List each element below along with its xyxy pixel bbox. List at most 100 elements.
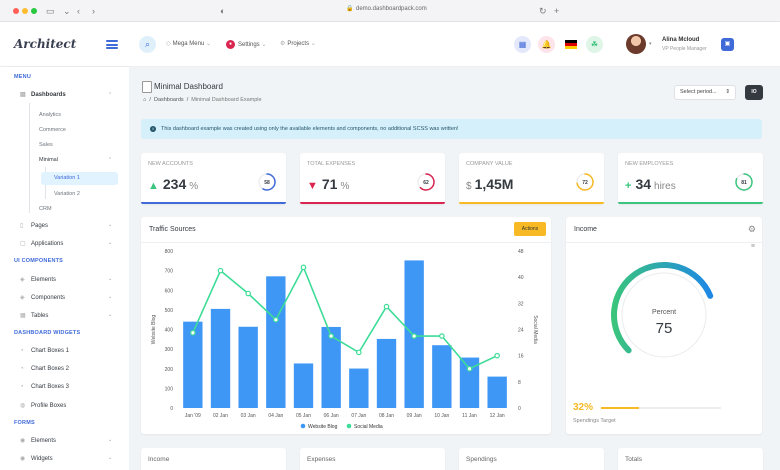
table-icon: ▦	[20, 313, 26, 319]
privacy-shield-icon[interactable]: ◐	[220, 6, 226, 16]
menu-lines-icon[interactable]: ≡	[750, 243, 755, 250]
settings-link[interactable]: ● Settings ⌄	[226, 40, 266, 49]
chevron-down-icon[interactable]: ⌄	[63, 6, 71, 16]
breadcrumb-dashboards[interactable]: Dashboards	[153, 97, 184, 103]
sidebar-item-chart-boxes-1[interactable]: ◔ Chart Boxes 1	[20, 348, 70, 354]
forward-arrow-icon[interactable]: ›	[92, 6, 95, 16]
grid-icon: ◇	[166, 41, 171, 47]
y-tick-left: 100	[165, 386, 174, 392]
close-window-button[interactable]	[13, 8, 19, 14]
profile-icon: ◍	[20, 403, 26, 409]
y-tick-right: 48	[518, 249, 524, 255]
sidebar-item-variation-1[interactable]: Variation 1	[54, 175, 80, 181]
settings-badge-icon: ●	[226, 40, 235, 49]
x-tick-label: 04 Jan	[268, 413, 283, 419]
sidebar-item-applications[interactable]: ▢ Applications	[20, 241, 64, 247]
sidebar-item-analytics[interactable]: Analytics	[39, 112, 62, 118]
active-item-highlight	[41, 172, 118, 185]
address-bar[interactable]: 🔒 demo.dashboardpack.com	[318, 5, 548, 17]
sidebar-item-chart-boxes-3[interactable]: ◔ Chart Boxes 3	[20, 384, 70, 390]
card-title: Income	[574, 226, 597, 233]
io-button[interactable]: IO	[745, 85, 763, 100]
bar-2	[238, 326, 258, 408]
user-avatar[interactable]	[626, 34, 646, 54]
progress-ring: 72	[576, 173, 594, 191]
actions-button[interactable]: Actions	[514, 222, 546, 236]
sidebar-item-variation-2[interactable]: Variation 2	[54, 191, 80, 197]
ring-fill	[417, 173, 435, 191]
point-8	[411, 333, 417, 339]
chevron-up-icon[interactable]: ⌃	[108, 157, 113, 163]
maximize-window-button[interactable]	[31, 8, 37, 14]
stat-value: ▼ 71%	[307, 176, 350, 192]
x-tick-label: 03 Jan	[241, 413, 256, 419]
hamburger-menu-icon[interactable]	[106, 40, 118, 49]
currency-symbol: $	[466, 181, 472, 192]
sidebar-item-pages[interactable]: ▯ Pages	[20, 223, 49, 229]
gear-icon[interactable]: ⚙	[747, 224, 756, 234]
ring-value: 81	[741, 180, 747, 186]
sidebar-toggle-icon[interactable]: ▭	[46, 6, 55, 16]
language-flag-icon[interactable]	[562, 36, 579, 53]
sidebar-item-commerce[interactable]: Commerce	[39, 127, 66, 133]
arrow-down-icon: ▼	[307, 180, 318, 192]
calendar-icon[interactable]: ▣	[721, 38, 734, 51]
sidebar-item-minimal[interactable]: Minimal	[39, 157, 58, 163]
target-percentage: 32%	[573, 402, 594, 413]
progress-ring: 58	[258, 173, 276, 191]
legend-marker-blog	[300, 423, 306, 429]
chevron-down-icon[interactable]: ⌄	[108, 294, 113, 300]
mega-menu-link[interactable]: ◇ Mega Menu ⌄	[166, 41, 212, 47]
sidebar-item-chart-boxes-2[interactable]: ◔ Chart Boxes 2	[20, 366, 70, 372]
minimize-window-button[interactable]	[22, 8, 28, 14]
y-tick-right: 24	[518, 328, 524, 334]
y-tick-right: 40	[518, 275, 524, 281]
notification-bell-icon[interactable]: 🔔	[538, 36, 555, 53]
projects-link[interactable]: ⚙ Projects ⌄	[280, 41, 316, 47]
back-arrow-icon[interactable]: ‹	[77, 6, 80, 16]
chevron-down-icon[interactable]: ⌄	[108, 455, 113, 461]
point-11	[494, 352, 500, 359]
sidebar-item-tables[interactable]: ▦ Tables	[20, 313, 49, 319]
search-icon[interactable]: ⌕	[139, 36, 156, 53]
stat-card-total-expenses: TOTAL EXPENSES ▼ 71% 62	[300, 153, 445, 204]
chevron-down-icon[interactable]: ⌄	[108, 276, 113, 282]
sidebar-item-crm[interactable]: CRM	[39, 206, 52, 212]
sidebar-item-dashboards[interactable]: ▤ Dashboards	[20, 92, 66, 98]
x-tick-label: Jan '09	[185, 413, 201, 419]
sidebar-item-elements[interactable]: ◈ Elements	[20, 277, 57, 283]
x-tick-label: 12 Jan	[490, 413, 505, 419]
stat-card-company-value: COMPANY VALUE $1,45M 72	[459, 153, 604, 204]
bar-4	[293, 363, 314, 408]
new-tab-icon[interactable]: +	[554, 6, 560, 16]
sidebar-heading-forms: FORMS	[14, 420, 35, 426]
alert-text: This dashboard example was created using…	[161, 126, 459, 132]
chevron-down-icon[interactable]: ⌄	[108, 312, 113, 318]
point-6	[356, 349, 362, 356]
sidebar-item-form-widgets[interactable]: ◉ Widgets	[20, 456, 53, 462]
chevron-down-icon: ⌄	[310, 41, 316, 47]
period-select[interactable]: Select period... ⇕	[674, 85, 736, 100]
form-icon: ◉	[20, 438, 26, 444]
home-icon[interactable]: ⌂	[143, 97, 147, 103]
card-title: Spendings	[466, 456, 497, 463]
sidebar-heading-ui: UI COMPONENTS	[14, 258, 64, 264]
reload-icon[interactable]: ↻	[539, 6, 547, 16]
sidebar-item-sales[interactable]: Sales	[39, 142, 53, 148]
chevron-down-icon[interactable]: ⌄	[108, 437, 113, 443]
chevron-down-icon[interactable]: ⌄	[108, 240, 113, 246]
chevron-down-icon[interactable]: ⌄	[108, 222, 113, 228]
chevron-up-icon[interactable]: ⌃	[108, 92, 113, 98]
diamond-icon: ◈	[20, 277, 25, 283]
bar-11	[487, 376, 507, 408]
sidebar-item-components[interactable]: ◈ Components	[20, 295, 66, 301]
arrow-up-icon: ▲	[148, 180, 159, 192]
info-alert: i This dashboard example was created usin…	[141, 119, 762, 139]
dashboard-icon: ▤	[20, 92, 26, 98]
apps-grid-icon[interactable]: ▦	[514, 36, 531, 53]
activity-icon[interactable]: ☘	[586, 36, 603, 53]
sidebar-item-profile-boxes[interactable]: ◍ Profile Boxes	[20, 403, 67, 409]
chevron-down-icon[interactable]: ▾	[649, 41, 652, 47]
y-tick-right: 0	[518, 406, 521, 412]
sidebar-item-form-elements[interactable]: ◉ Elements	[20, 438, 57, 444]
